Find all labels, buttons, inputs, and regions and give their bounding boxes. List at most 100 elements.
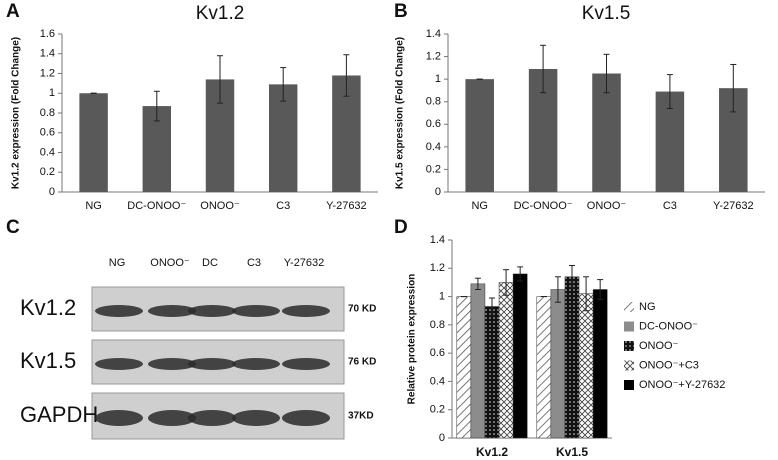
band — [95, 305, 143, 317]
error-bar — [540, 44, 547, 94]
chart-title: Kv1.5 — [582, 3, 631, 24]
y-tick-label: 1.2 — [426, 50, 441, 62]
x-tick-label: Y-27632 — [326, 200, 367, 212]
y-tick-label: 1.2 — [430, 262, 445, 274]
band — [188, 358, 236, 370]
y-tick-label: 0.6 — [40, 127, 55, 139]
band — [188, 410, 236, 426]
band — [282, 410, 330, 426]
chart-title: Kv1.2 — [196, 3, 245, 24]
band — [95, 410, 143, 426]
error-bar — [730, 63, 737, 113]
error-bar — [217, 55, 223, 104]
size-label: 70 KD — [348, 304, 376, 315]
bar — [550, 289, 566, 439]
legend-label: ONOO⁻ — [639, 340, 679, 352]
lane-label: ONOO⁻ — [150, 257, 190, 269]
x-tick-label: Kv1.2 — [476, 445, 508, 459]
panel-label: A — [6, 1, 20, 22]
x-tick-label: ONOO⁻ — [200, 200, 240, 212]
y-axis-label: Kv1.5 expression (Fold Change) — [395, 37, 406, 189]
error-bar — [554, 276, 561, 303]
x-tick-label: DC-ONOO⁻ — [514, 200, 573, 212]
error-bar — [666, 74, 673, 109]
y-tick-label: 0.4 — [430, 375, 445, 387]
band — [148, 358, 196, 370]
error-bar — [280, 67, 287, 102]
y-axis-label: Kv1.2 expression (Fold Change) — [11, 37, 22, 189]
lane-label: Y-27632 — [284, 257, 325, 269]
error-bar — [503, 269, 510, 296]
band — [188, 305, 236, 317]
bar — [564, 276, 580, 439]
bar — [268, 84, 298, 192]
panel-label: B — [394, 1, 408, 22]
row-label: GAPDH — [20, 402, 98, 427]
band — [282, 358, 330, 370]
bar — [592, 289, 608, 439]
y-tick-label: 1.4 — [40, 48, 55, 60]
legend-label: DC-ONOO⁻ — [639, 320, 698, 332]
y-tick-label: 1.2 — [40, 67, 55, 79]
panel-label: D — [394, 217, 408, 238]
bar — [512, 273, 528, 439]
band — [232, 358, 280, 370]
y-tick-label: 0.4 — [426, 141, 441, 153]
bar — [578, 293, 594, 439]
error-bar — [153, 90, 160, 122]
y-tick-label: 1.4 — [430, 234, 445, 246]
y-tick-label: 1.6 — [40, 28, 55, 40]
y-tick-label: 0.8 — [430, 319, 445, 331]
x-tick-label: C3 — [663, 200, 677, 212]
bar — [470, 283, 486, 439]
y-tick-label: 1 — [49, 87, 55, 99]
bar — [536, 296, 552, 439]
legend-swatch — [624, 360, 634, 371]
panel-label: C — [6, 217, 20, 238]
legend-label: ONOO⁻+Y-27632 — [639, 379, 725, 391]
legend-swatch — [624, 341, 634, 351]
y-tick-label: 0.2 — [430, 404, 445, 416]
error-bar — [603, 53, 610, 94]
legend-swatch — [624, 321, 634, 332]
row-label: Kv1.2 — [20, 295, 76, 320]
x-tick-label: Y-27632 — [713, 200, 754, 212]
y-tick-label: 0.6 — [430, 347, 445, 359]
band — [232, 305, 280, 317]
y-tick-label: 0.6 — [426, 118, 441, 130]
band — [95, 358, 143, 370]
error-bar — [474, 277, 481, 290]
y-axis-label: Relative protein expression — [407, 274, 418, 405]
band — [148, 410, 196, 426]
x-tick-label: DC-ONOO⁻ — [127, 200, 186, 212]
lane-label: DC — [202, 257, 218, 269]
error-bar — [517, 266, 524, 282]
band — [148, 305, 196, 317]
legend-swatch — [624, 380, 634, 390]
y-tick-label: 0 — [435, 186, 441, 198]
legend-swatch — [624, 302, 634, 312]
y-tick-label: 0 — [49, 186, 55, 198]
y-tick-label: 1 — [439, 290, 445, 302]
y-tick-label: 0.2 — [426, 163, 441, 175]
lane-label: NG — [109, 257, 126, 269]
bar — [498, 282, 514, 439]
x-tick-label: NG — [85, 200, 102, 212]
bar — [484, 306, 500, 439]
y-tick-label: 0.4 — [40, 146, 55, 158]
bar — [465, 79, 494, 192]
bar — [592, 73, 621, 192]
legend-label: NG — [639, 301, 656, 313]
lane-label: C3 — [247, 257, 261, 269]
bar — [456, 296, 472, 439]
error-bar — [489, 297, 495, 316]
x-tick-label: NG — [471, 200, 488, 212]
x-tick-label: C3 — [276, 200, 290, 212]
error-bar — [583, 276, 590, 312]
y-tick-label: 0.8 — [426, 96, 441, 108]
x-tick-label: Kv1.5 — [556, 445, 588, 459]
y-tick-label: 0.2 — [40, 166, 55, 178]
y-tick-label: 1.4 — [426, 28, 441, 40]
band — [232, 410, 280, 426]
